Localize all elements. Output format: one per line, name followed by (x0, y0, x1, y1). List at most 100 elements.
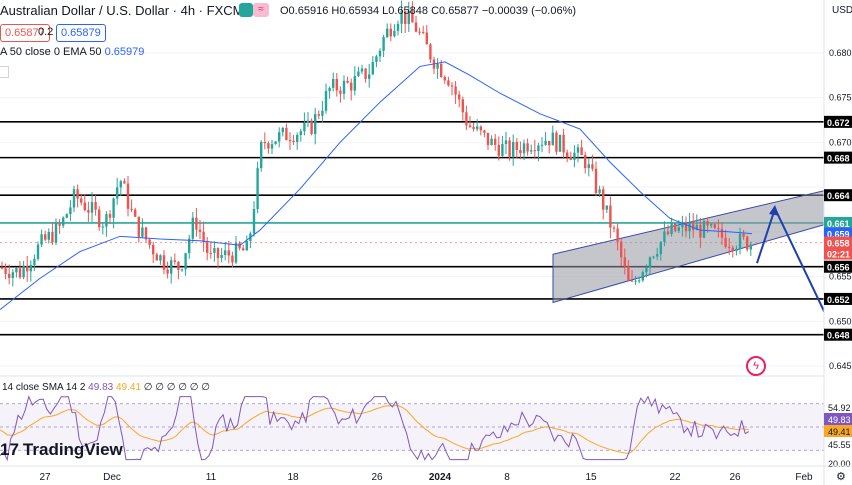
candle-body (627, 266, 630, 281)
candle-body (375, 56, 378, 62)
candle-body (443, 76, 446, 81)
candle-body (40, 234, 43, 245)
candle-body (26, 266, 29, 272)
candle-body (681, 223, 684, 228)
time-tick-label: Feb (795, 472, 813, 483)
candle-body (450, 85, 454, 87)
candle-body (274, 141, 277, 145)
symbol-title[interactable]: Australian Dollar / U.S. Dollar · 4h · F… (0, 3, 244, 18)
candle-body (360, 68, 364, 72)
rsi-line (0, 395, 750, 462)
candle-body (101, 226, 104, 228)
rsi-tick-label: 54.92 (828, 403, 851, 413)
candle-body (666, 231, 670, 235)
bid-price[interactable]: 0.65877 (0, 24, 50, 42)
collapse-legend-icon[interactable] (0, 66, 9, 78)
candle-body (670, 223, 673, 235)
candle-body (206, 242, 209, 253)
candle-body (267, 143, 270, 149)
ask-price[interactable]: 0.65879 (56, 24, 106, 42)
level-tag-label: 0.672 (827, 118, 850, 128)
candle-body (270, 144, 274, 149)
candle-body (126, 183, 130, 209)
rsi-pane (0, 375, 852, 462)
ema-legend-value: 0.65979 (104, 46, 145, 58)
candle-body (695, 224, 698, 231)
candle-body (440, 63, 443, 77)
rsi-tick-label: 49.41 (828, 427, 851, 437)
candle-body (98, 209, 101, 228)
candle-body (278, 132, 281, 142)
candle-body (357, 71, 360, 77)
price-tick-label: 0.650 (829, 316, 852, 326)
candle-body (11, 272, 14, 278)
time-tick-label: 22 (669, 472, 681, 483)
candle-body (454, 86, 457, 95)
price-tag-bg (824, 236, 852, 249)
candle-body (706, 220, 709, 226)
price-tick-label: 0.670 (829, 137, 852, 147)
rsi-legend[interactable]: 14 close SMA 14 2 49.83 49.41 ∅ ∅ ∅ ∅ ∅ … (2, 382, 210, 393)
candle-body (350, 82, 353, 91)
candle-body (371, 61, 374, 75)
ema-line (0, 61, 753, 311)
candle-body (299, 131, 302, 135)
candle-body (47, 232, 50, 240)
candle-body (4, 268, 7, 274)
candle-body (576, 147, 580, 153)
candle-body (94, 202, 97, 210)
candle-body (15, 268, 18, 273)
tradingview-logo[interactable]: 17 TradingView (0, 440, 123, 460)
candle-body (425, 32, 428, 45)
candle-body (537, 145, 540, 152)
candle-body (87, 210, 90, 213)
candle-body (476, 126, 479, 130)
time-tick-label: 8 (504, 472, 510, 483)
candle-body (558, 134, 562, 152)
candle-body (58, 223, 61, 226)
candle-body (504, 140, 508, 145)
candle-body (749, 244, 752, 250)
candle-body (540, 144, 544, 146)
candle-body (526, 143, 529, 152)
candle-body (458, 94, 461, 100)
level-tag-label: 0.656 (827, 263, 850, 273)
candle-body (512, 141, 515, 157)
candle-body (314, 114, 317, 134)
time-tick-label: 11 (206, 472, 217, 483)
candle-body (490, 138, 493, 146)
candle-body (83, 202, 86, 211)
candle-body (566, 152, 569, 157)
candle-body (393, 30, 396, 37)
candle-body (609, 205, 612, 228)
candle-body (396, 23, 400, 31)
candle-body (321, 110, 324, 116)
candle-body (692, 222, 695, 231)
candle-body (616, 228, 619, 242)
candle-body (317, 114, 320, 116)
candle-body (382, 37, 385, 51)
candle-body (65, 214, 68, 218)
currency-label: USD (832, 5, 852, 16)
wave-icon[interactable]: ≈ (253, 3, 269, 17)
candle-body (159, 255, 162, 261)
lightning-icon[interactable]: ϟ (746, 356, 766, 376)
candle-body (508, 140, 511, 157)
candle-body (62, 217, 65, 226)
candle-body (746, 236, 749, 250)
rsi-legend-ma: 49.41 (115, 382, 142, 393)
candle-body (742, 233, 745, 237)
candle-body (256, 168, 259, 210)
ema-legend[interactable]: A 50 close 0 EMA 50 0.65979 (0, 46, 144, 58)
ema50-line (0, 61, 753, 311)
time-tick-label: 26 (371, 472, 383, 483)
candle-body (738, 233, 742, 249)
candle-body (242, 248, 245, 251)
settings-gear-icon[interactable]: ⚙ (836, 471, 846, 483)
candle-body (587, 164, 590, 169)
candle-body (245, 241, 248, 251)
candle-body (216, 248, 220, 259)
candle-body (634, 280, 637, 282)
candle-body (648, 257, 652, 268)
